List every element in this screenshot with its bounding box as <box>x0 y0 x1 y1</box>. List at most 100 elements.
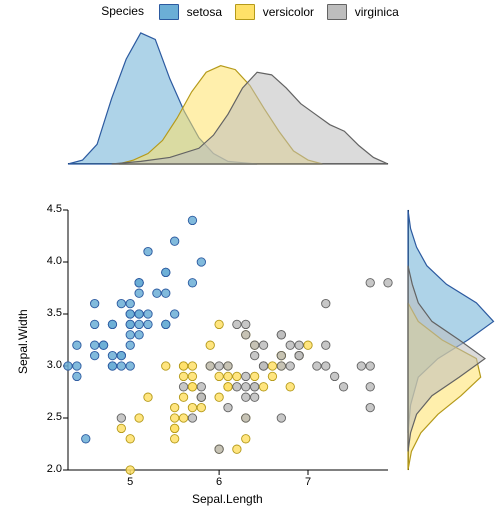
x-tick-label: 6 <box>209 476 229 488</box>
point-virginica <box>366 403 374 411</box>
point-virginica <box>242 331 250 339</box>
marginal-density-y <box>408 210 498 470</box>
point-setosa <box>90 320 98 328</box>
point-virginica <box>215 445 223 453</box>
point-setosa <box>188 216 196 224</box>
point-setosa <box>135 279 143 287</box>
point-versicolor <box>197 403 205 411</box>
point-virginica <box>357 362 365 370</box>
point-setosa <box>117 299 125 307</box>
legend-swatch-versicolor <box>235 4 255 20</box>
y-tick-label: 3.0 <box>32 359 62 371</box>
point-virginica <box>313 362 321 370</box>
point-versicolor <box>188 383 196 391</box>
point-setosa <box>99 341 107 349</box>
point-virginica <box>233 383 241 391</box>
point-versicolor <box>179 414 187 422</box>
legend-swatch-virginica <box>327 4 347 20</box>
point-setosa <box>126 331 134 339</box>
point-virginica <box>366 383 374 391</box>
point-setosa <box>108 351 116 359</box>
point-setosa <box>126 310 134 318</box>
point-versicolor <box>126 435 134 443</box>
y-tick-label: 4.0 <box>32 255 62 267</box>
point-setosa <box>90 351 98 359</box>
point-setosa <box>170 237 178 245</box>
point-virginica <box>188 414 196 422</box>
point-setosa <box>126 299 134 307</box>
point-setosa <box>82 435 90 443</box>
x-tick-label: 7 <box>298 476 318 488</box>
point-versicolor <box>286 383 294 391</box>
point-virginica <box>206 362 214 370</box>
point-virginica <box>242 372 250 380</box>
point-virginica <box>215 362 223 370</box>
point-virginica <box>242 383 250 391</box>
point-setosa <box>135 289 143 297</box>
point-versicolor <box>268 362 276 370</box>
point-versicolor <box>179 393 187 401</box>
point-setosa <box>73 372 81 380</box>
y-axis-title: Sepal.Width <box>16 309 30 374</box>
point-versicolor <box>233 445 241 453</box>
point-setosa <box>126 320 134 328</box>
point-versicolor <box>170 403 178 411</box>
point-versicolor <box>170 435 178 443</box>
point-virginica <box>197 393 205 401</box>
point-versicolor <box>162 362 170 370</box>
point-setosa <box>73 341 81 349</box>
point-virginica <box>295 341 303 349</box>
point-setosa <box>135 310 143 318</box>
y-tick-label: 2.5 <box>32 411 62 423</box>
point-versicolor <box>215 320 223 328</box>
point-versicolor <box>179 362 187 370</box>
point-versicolor <box>224 383 232 391</box>
point-setosa <box>108 362 116 370</box>
point-virginica <box>242 414 250 422</box>
point-virginica <box>259 341 267 349</box>
point-versicolor <box>135 414 143 422</box>
point-versicolor <box>179 372 187 380</box>
x-tick-label: 5 <box>120 476 140 488</box>
point-setosa <box>64 362 72 370</box>
point-virginica <box>224 403 232 411</box>
point-virginica <box>366 362 374 370</box>
point-versicolor <box>126 466 134 474</box>
point-versicolor <box>117 424 125 432</box>
point-virginica <box>286 362 294 370</box>
scatter-plot <box>68 210 389 471</box>
point-virginica <box>322 299 330 307</box>
point-virginica <box>339 383 347 391</box>
point-versicolor <box>224 372 232 380</box>
point-virginica <box>197 383 205 391</box>
point-versicolor <box>144 393 152 401</box>
point-versicolor <box>188 362 196 370</box>
point-virginica <box>242 320 250 328</box>
figure: Species setosa versicolor virginica Sepa… <box>0 0 504 504</box>
point-setosa <box>90 299 98 307</box>
point-virginica <box>277 414 285 422</box>
point-setosa <box>73 362 81 370</box>
point-virginica <box>250 341 258 349</box>
point-virginica <box>250 351 258 359</box>
point-setosa <box>135 320 143 328</box>
point-setosa <box>117 351 125 359</box>
point-virginica <box>384 279 392 287</box>
point-setosa <box>162 268 170 276</box>
point-versicolor <box>304 341 312 349</box>
point-setosa <box>153 289 161 297</box>
marginal-density-x <box>68 26 388 164</box>
point-virginica <box>295 351 303 359</box>
point-virginica <box>366 279 374 287</box>
legend-swatch-setosa <box>159 4 179 20</box>
point-setosa <box>197 258 205 266</box>
point-virginica <box>117 414 125 422</box>
point-virginica <box>250 383 258 391</box>
point-virginica <box>250 393 258 401</box>
point-setosa <box>90 341 98 349</box>
legend-title: Species <box>101 4 144 18</box>
point-setosa <box>144 247 152 255</box>
point-virginica <box>277 362 285 370</box>
y-tick-label: 4.5 <box>32 203 62 215</box>
point-virginica <box>277 351 285 359</box>
